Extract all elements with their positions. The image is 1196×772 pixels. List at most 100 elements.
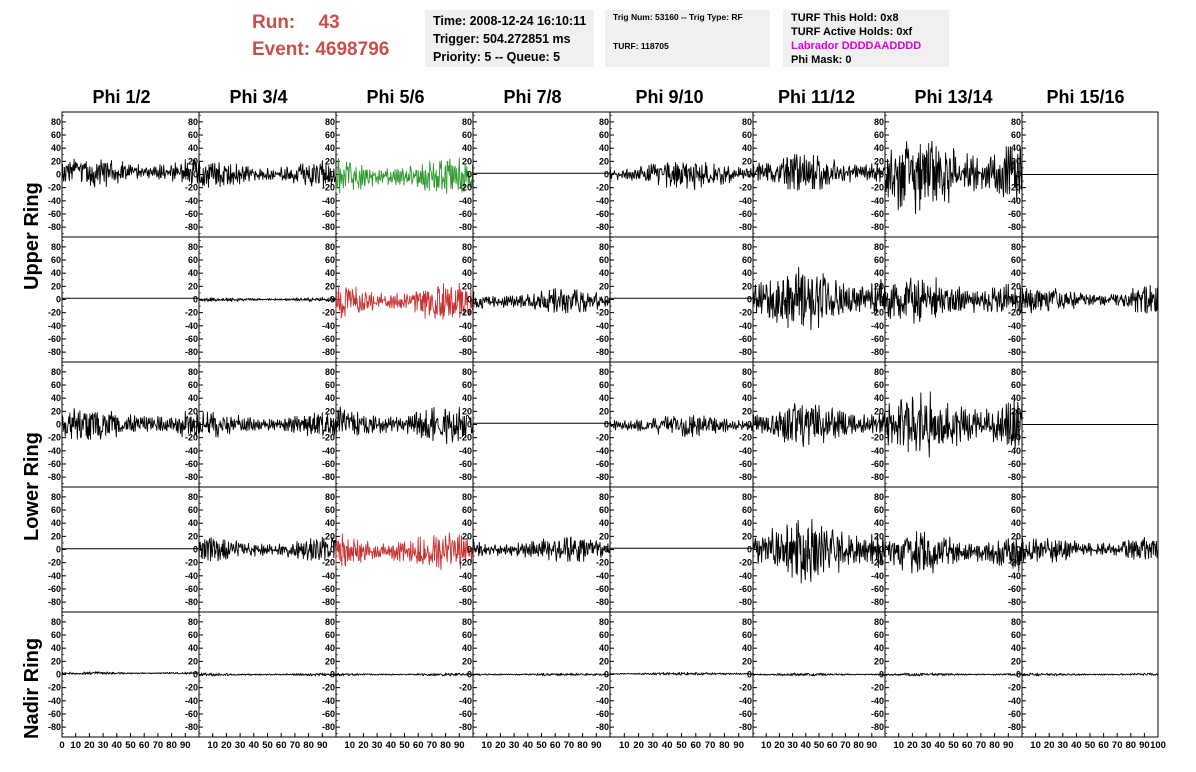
y-tick-label: 0 bbox=[193, 295, 198, 305]
panel-r2-c3: 80 60 40 20 0 -20 -40 -60 -80 bbox=[459, 361, 611, 488]
y-tick-label: -20 bbox=[322, 558, 335, 568]
x-tick-label: 50 bbox=[399, 740, 410, 751]
y-tick-label: 60 bbox=[51, 130, 61, 140]
y-tick-label: 80 bbox=[742, 117, 752, 127]
y-tick-label: -80 bbox=[596, 597, 609, 607]
y-tick-label: -40 bbox=[871, 571, 884, 581]
y-tick-label: -20 bbox=[185, 558, 198, 568]
y-tick-label: 0 bbox=[879, 545, 884, 555]
y-tick-label: -60 bbox=[1008, 584, 1021, 594]
x-tick-label: 30 bbox=[1058, 740, 1069, 751]
y-tick-label: 60 bbox=[599, 380, 609, 390]
x-tick-label: 20 bbox=[221, 740, 232, 751]
y-tick-label: -20 bbox=[322, 183, 335, 193]
y-tick-label: 80 bbox=[874, 117, 884, 127]
column-header-phi-15-16: Phi 15/16 bbox=[1046, 87, 1125, 107]
x-tick-label: 50 bbox=[536, 740, 547, 751]
x-tick-label: 20 bbox=[774, 740, 785, 751]
y-tick-label: -20 bbox=[322, 683, 335, 693]
y-tick-label: -20 bbox=[48, 308, 61, 318]
x-tick-label: 80 bbox=[989, 740, 1000, 751]
y-tick-label: 60 bbox=[188, 380, 198, 390]
panel-r0-c7: 80 60 40 20 0 -20 -40 -60 -80 bbox=[1008, 111, 1159, 238]
x-tick-label: 10 bbox=[481, 740, 492, 751]
y-tick-label: -60 bbox=[322, 209, 335, 219]
x-tick-label: 80 bbox=[303, 740, 314, 751]
y-tick-label: -60 bbox=[596, 709, 609, 719]
y-tick-label: -80 bbox=[871, 347, 884, 357]
y-tick-label: 40 bbox=[51, 643, 61, 653]
y-tick-label: 60 bbox=[51, 380, 61, 390]
y-tick-label: -40 bbox=[48, 446, 61, 456]
x-tick-label: 60 bbox=[550, 740, 561, 751]
y-tick-label: -80 bbox=[459, 722, 472, 732]
y-tick-label: -80 bbox=[48, 722, 61, 732]
waveform-line bbox=[752, 154, 886, 191]
y-tick-label: 0 bbox=[193, 545, 198, 555]
panel-r3-c1: 80 60 40 20 0 -20 -40 -60 -80 bbox=[185, 486, 337, 613]
y-tick-label: 40 bbox=[188, 143, 198, 153]
x-tick-label: 50 bbox=[814, 740, 825, 751]
x-tick-label: 70 bbox=[705, 740, 716, 751]
x-tick-label: 40 bbox=[249, 740, 260, 751]
x-tick-label: 40 bbox=[801, 740, 812, 751]
y-tick-label: 20 bbox=[51, 656, 61, 666]
x-tick-label: 20 bbox=[633, 740, 644, 751]
waveform-line bbox=[884, 391, 1023, 458]
y-tick-label: 80 bbox=[188, 367, 198, 377]
y-tick-label: 60 bbox=[325, 255, 335, 265]
y-tick-label: 60 bbox=[742, 130, 752, 140]
y-tick-label: -40 bbox=[739, 196, 752, 206]
y-tick-label: -40 bbox=[596, 321, 609, 331]
y-tick-label: -20 bbox=[459, 433, 472, 443]
y-tick-label: 40 bbox=[599, 643, 609, 653]
y-tick-label: -20 bbox=[48, 183, 61, 193]
y-tick-label: -80 bbox=[1008, 472, 1021, 482]
trig-num-text: Trig Num: 53160 -- Trig Type: RF bbox=[613, 12, 743, 22]
y-tick-label: 20 bbox=[599, 656, 609, 666]
panel-r3-c2: 80 60 40 20 0 -20 -40 -60 -80 bbox=[322, 486, 474, 613]
waveform-line bbox=[198, 672, 337, 677]
x-tick-label: 40 bbox=[523, 740, 534, 751]
y-tick-label: 0 bbox=[1016, 420, 1021, 430]
y-tick-label: -80 bbox=[185, 472, 198, 482]
y-tick-label: -20 bbox=[185, 683, 198, 693]
y-tick-label: -80 bbox=[322, 722, 335, 732]
y-tick-label: 40 bbox=[462, 143, 472, 153]
y-tick-label: -40 bbox=[871, 446, 884, 456]
y-tick-label: 80 bbox=[462, 117, 472, 127]
y-tick-label: 60 bbox=[599, 505, 609, 515]
y-tick-label: 80 bbox=[874, 367, 884, 377]
waveform-line bbox=[472, 672, 611, 677]
y-tick-label: 40 bbox=[462, 643, 472, 653]
y-tick-label: 40 bbox=[742, 643, 752, 653]
waveform-line bbox=[335, 406, 474, 445]
y-tick-label: -20 bbox=[459, 683, 472, 693]
y-tick-label: 20 bbox=[188, 656, 198, 666]
y-tick-label: 0 bbox=[604, 420, 609, 430]
y-tick-label: 40 bbox=[325, 393, 335, 403]
y-tick-label: -60 bbox=[596, 584, 609, 594]
y-tick-label: 20 bbox=[1011, 656, 1021, 666]
y-tick-label: 60 bbox=[742, 380, 752, 390]
y-tick-label: 20 bbox=[599, 531, 609, 541]
y-tick-label: 20 bbox=[874, 281, 884, 291]
y-tick-label: -80 bbox=[459, 222, 472, 232]
y-tick-label: -60 bbox=[739, 334, 752, 344]
y-tick-label: -60 bbox=[48, 334, 61, 344]
y-tick-label: 40 bbox=[188, 643, 198, 653]
trigger-text: Trigger: 504.272851 ms bbox=[433, 32, 571, 46]
y-tick-label: -80 bbox=[1008, 222, 1021, 232]
y-tick-label: 40 bbox=[51, 518, 61, 528]
y-tick-label: 80 bbox=[188, 117, 198, 127]
y-tick-label: 0 bbox=[604, 670, 609, 680]
y-tick-label: 20 bbox=[51, 156, 61, 166]
y-tick-label: -60 bbox=[48, 459, 61, 469]
x-tick-label: 40 bbox=[662, 740, 673, 751]
y-tick-label: -40 bbox=[185, 446, 198, 456]
y-tick-label: 60 bbox=[1011, 630, 1021, 640]
y-tick-label: 40 bbox=[1011, 643, 1021, 653]
panel-r3-c0: 80 60 40 20 0 -20 -40 -60 -80 bbox=[48, 486, 200, 613]
